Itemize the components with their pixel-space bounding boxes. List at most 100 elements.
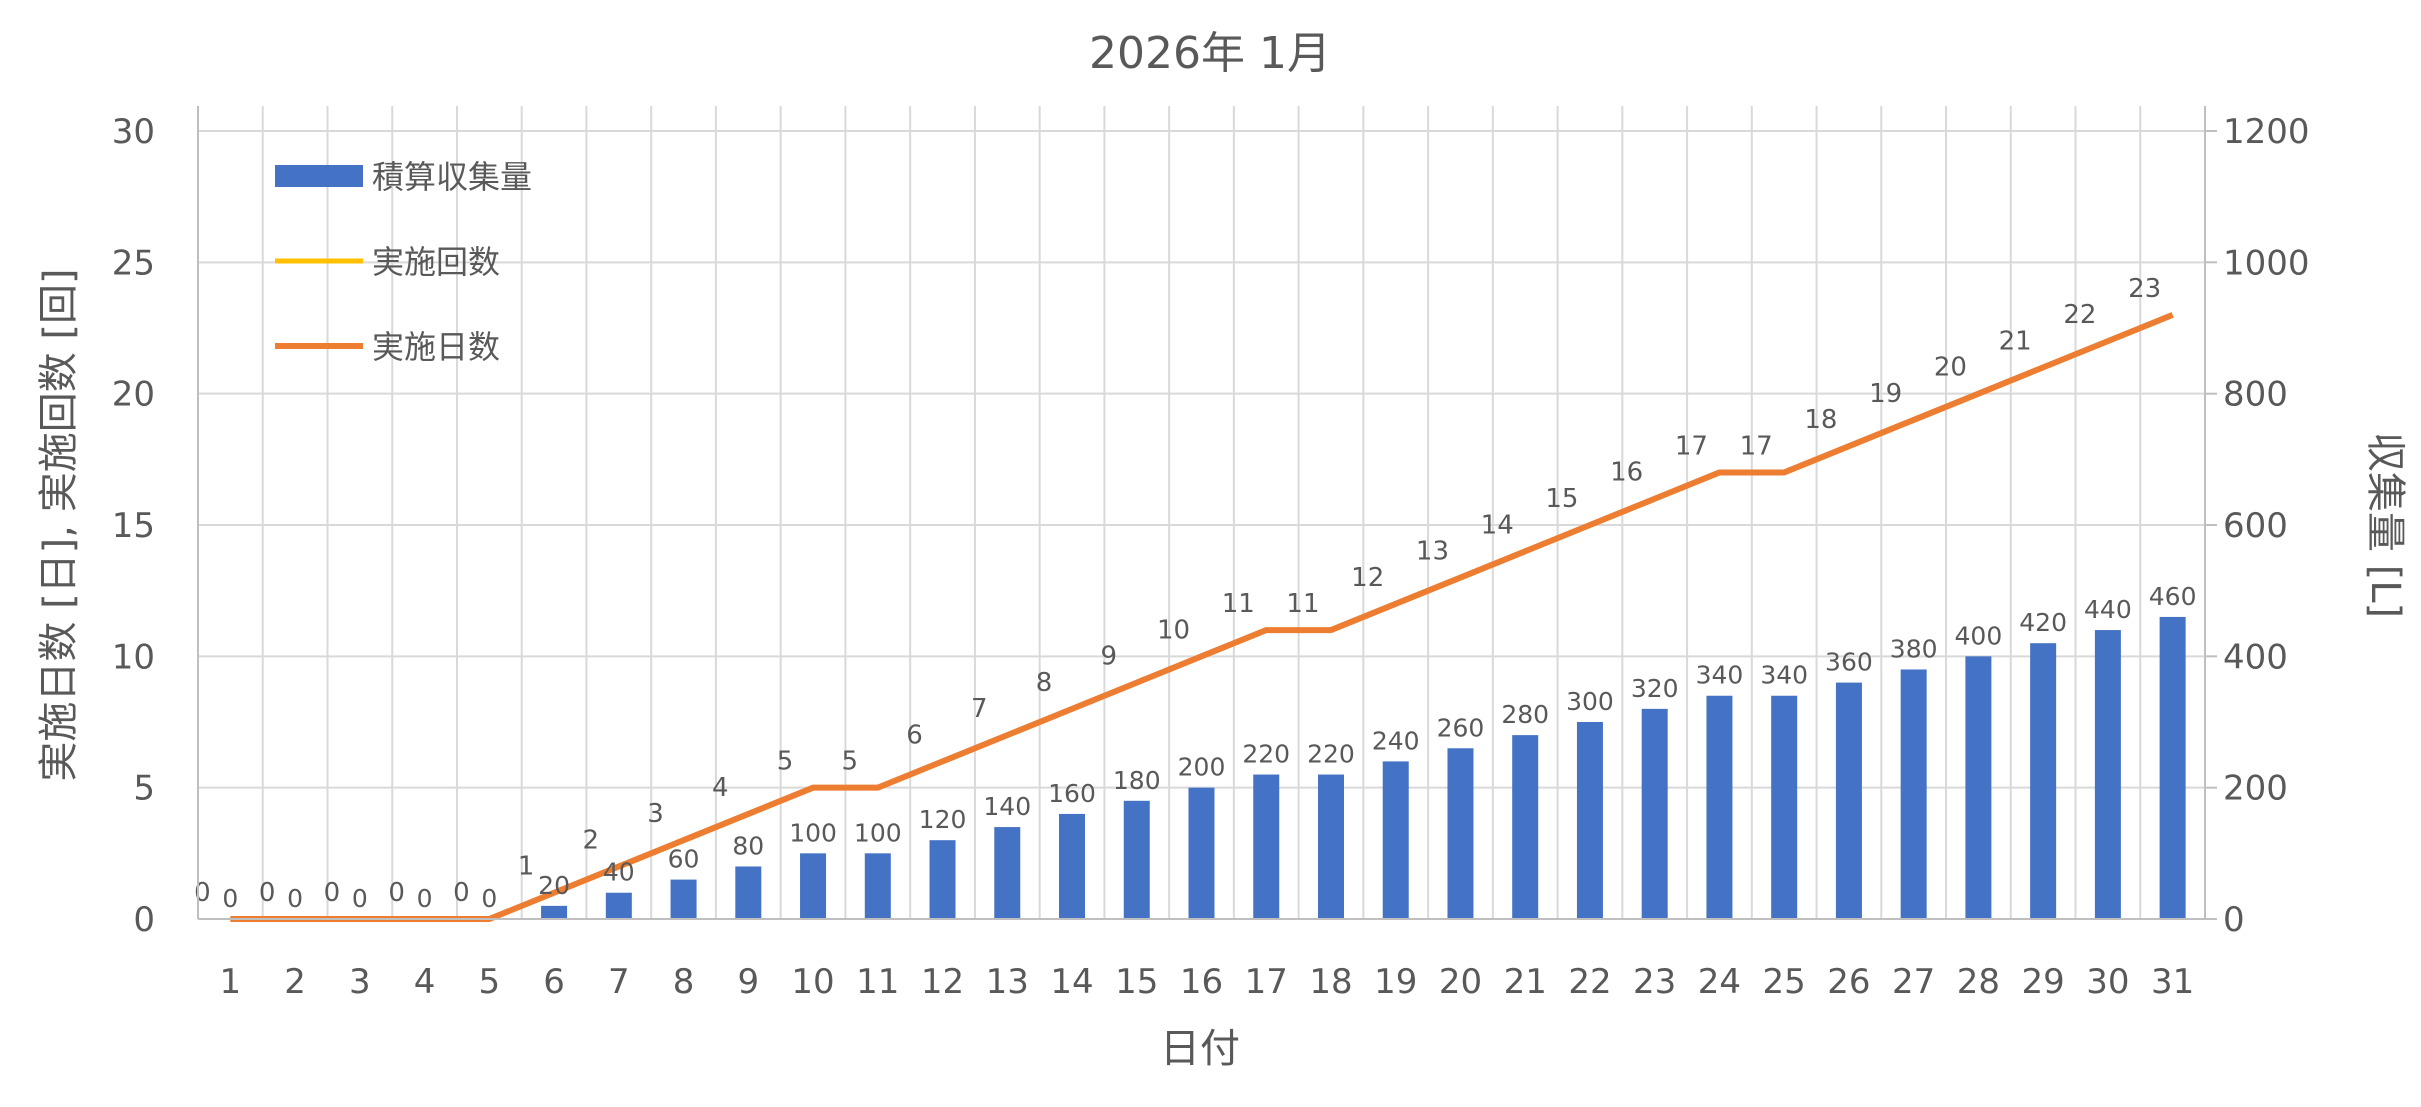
- x-tick-label: 12: [921, 962, 964, 1002]
- line-data-label: 5: [777, 747, 794, 777]
- bar-data-label: 360: [1825, 648, 1873, 677]
- x-tick-label: 31: [2151, 962, 2194, 1002]
- x-tick-label: 2: [284, 962, 306, 1002]
- y-right-tick-label: 1200: [2223, 112, 2310, 152]
- x-tick-label: 1: [220, 962, 242, 1002]
- bar: [670, 879, 697, 919]
- line-data-label: 18: [1804, 405, 1837, 435]
- bar-data-label: 0: [481, 884, 497, 913]
- line-data-label: 23: [2128, 274, 2161, 304]
- line-data-label: 9: [1100, 642, 1117, 672]
- line-data-label: 6: [906, 720, 923, 750]
- x-tick-label: 8: [673, 962, 695, 1002]
- x-tick-label: 20: [1439, 962, 1482, 1002]
- bar-data-label: 180: [1113, 766, 1161, 795]
- line-data-label: 15: [1545, 484, 1578, 514]
- bar: [929, 840, 956, 919]
- x-tick-label: 23: [1633, 962, 1676, 1002]
- bar-data-label: 140: [983, 792, 1031, 821]
- chart-title: 2026年 1月: [1089, 28, 1331, 79]
- bar-data-label: 320: [1631, 674, 1679, 703]
- legend-label-bar: 積算収集量: [372, 158, 532, 196]
- bar: [1447, 748, 1474, 919]
- bar-data-label: 220: [1307, 740, 1355, 769]
- bar-data-label: 220: [1242, 740, 1290, 769]
- x-tick-label: 9: [737, 962, 759, 1002]
- line-data-label: 13: [1416, 537, 1449, 567]
- bar: [864, 853, 891, 919]
- x-tick-label: 6: [543, 962, 565, 1002]
- bar-data-label: 20: [538, 871, 570, 900]
- x-tick-label: 18: [1309, 962, 1352, 1002]
- line-data-label: 10: [1157, 615, 1190, 645]
- x-tick-label: 7: [608, 962, 630, 1002]
- y-left-tick-label: 10: [112, 637, 155, 677]
- bar: [800, 853, 827, 919]
- y-right-tick-label: 800: [2223, 375, 2288, 415]
- bar: [2159, 616, 2186, 919]
- bar-data-label: 160: [1048, 779, 1096, 808]
- x-axis-title: 日付: [1160, 1026, 1240, 1072]
- y-left-tick-label: 25: [112, 243, 155, 283]
- bar: [1382, 761, 1409, 919]
- line-data-label: 1: [518, 852, 535, 882]
- bar-data-label: 60: [668, 845, 700, 874]
- y-right-tick-label: 200: [2223, 769, 2288, 809]
- line-data-label: 0: [259, 878, 276, 908]
- line-data-label: 22: [2063, 300, 2096, 330]
- bar: [1900, 669, 1927, 919]
- x-tick-label: 3: [349, 962, 371, 1002]
- bar: [605, 892, 632, 919]
- line-data-label: 7: [971, 694, 988, 724]
- line-data-label: 17: [1675, 431, 1708, 461]
- line-data-label: 16: [1610, 458, 1643, 488]
- x-tick-label: 24: [1698, 962, 1741, 1002]
- bar-data-label: 0: [352, 884, 368, 913]
- bar: [541, 905, 568, 919]
- bar-data-label: 100: [789, 818, 837, 847]
- bar: [1317, 774, 1344, 919]
- line-data-label: 11: [1286, 589, 1319, 619]
- bar-data-label: 100: [854, 818, 902, 847]
- bar: [1059, 813, 1086, 919]
- bar: [1512, 735, 1539, 919]
- legend-swatch-bar: [275, 165, 363, 187]
- x-tick-label: 15: [1115, 962, 1158, 1002]
- data-labels: 0 0 0 0 0 20 40 60 80 100 100 120 140 160 180 200 220 220…: [194, 274, 2196, 913]
- line-data-label: 0: [388, 878, 405, 908]
- x-tick-label: 28: [1957, 962, 2000, 1002]
- bar: [1641, 708, 1668, 919]
- x-tick-label: 17: [1245, 962, 1288, 1002]
- line-data-label: 5: [842, 747, 859, 777]
- x-tick-label: 4: [414, 962, 436, 1002]
- line-data-label: 12: [1351, 563, 1384, 593]
- bar: [2030, 643, 2057, 919]
- line-data-label: 2: [583, 825, 600, 855]
- bar: [1835, 682, 1862, 919]
- bar-data-label: 200: [1178, 753, 1226, 782]
- line-data-label: 19: [1869, 379, 1902, 409]
- bar-data-label: 0: [287, 884, 303, 913]
- line-data-label: 11: [1222, 589, 1255, 619]
- bar-data-label: 0: [222, 884, 238, 913]
- line-data-label: 0: [194, 878, 211, 908]
- x-tick-label: 26: [1827, 962, 1870, 1002]
- legend: 積算収集量 実施回数 実施日数: [275, 158, 532, 366]
- line-data-label: 0: [453, 878, 470, 908]
- x-tick-label: 22: [1568, 962, 1611, 1002]
- y-left-tick-label: 30: [112, 112, 155, 152]
- x-tick-label: 10: [791, 962, 834, 1002]
- x-tick-label: 11: [856, 962, 899, 1002]
- line-data-label: 17: [1740, 431, 1773, 461]
- line-data-label: 3: [647, 799, 664, 829]
- y-left-tick-label: 5: [133, 769, 155, 809]
- bar: [1253, 774, 1280, 919]
- y-left-tick-label: 15: [112, 506, 155, 546]
- bar-data-label: 120: [919, 805, 967, 834]
- bar-data-label: 240: [1372, 726, 1420, 755]
- bar-data-label: 380: [1890, 634, 1938, 663]
- bar-data-label: 260: [1437, 713, 1485, 742]
- bar-series: [541, 616, 2186, 919]
- bar-data-label: 440: [2084, 595, 2132, 624]
- y-left-tick-label: 20: [112, 375, 155, 415]
